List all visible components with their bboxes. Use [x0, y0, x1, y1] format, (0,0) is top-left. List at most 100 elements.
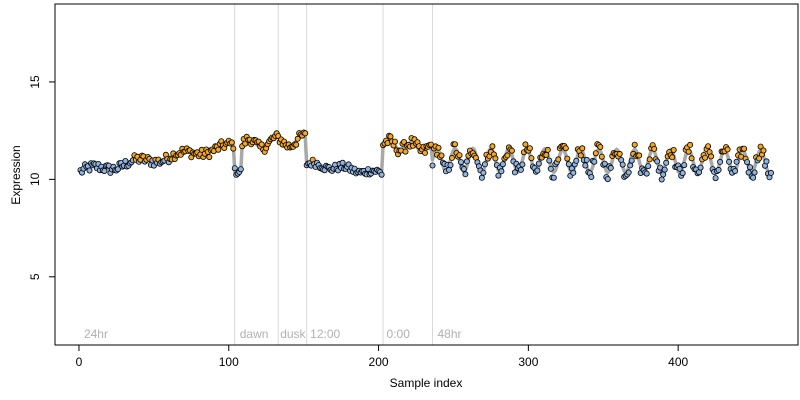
data-point: [492, 155, 499, 162]
data-point: [508, 147, 515, 154]
data-point: [679, 170, 686, 177]
data-point: [480, 169, 487, 176]
data-point: [697, 164, 704, 171]
data-point: [462, 171, 469, 178]
data-point: [702, 154, 709, 161]
data-point: [687, 141, 694, 148]
data-point: [670, 146, 677, 153]
data-point: [708, 153, 715, 160]
data-point: [517, 166, 524, 173]
data-point: [495, 172, 502, 179]
data-point: [293, 141, 300, 148]
data-point: [616, 150, 623, 157]
data-point: [669, 154, 676, 161]
data-point: [750, 174, 757, 181]
data-point: [535, 160, 542, 167]
data-point: [663, 159, 670, 166]
data-point: [451, 141, 458, 148]
data-point: [607, 164, 614, 171]
data-point: [583, 156, 590, 163]
data-point: [460, 165, 467, 172]
data-point: [498, 168, 505, 175]
data-point: [763, 158, 770, 165]
data-point: [658, 176, 665, 183]
x-axis-label: Sample index: [390, 376, 463, 390]
data-point: [378, 171, 385, 178]
data-point: [534, 167, 541, 174]
data-point: [726, 158, 733, 165]
data-point: [231, 165, 238, 172]
data-point: [258, 141, 265, 148]
data-point: [555, 156, 562, 163]
data-point: [756, 155, 763, 162]
data-point: [712, 175, 719, 182]
data-point: [228, 139, 235, 146]
data-point: [546, 157, 553, 164]
data-point: [636, 152, 643, 159]
data-point: [481, 161, 488, 168]
data-point: [522, 141, 529, 148]
data-point: [294, 135, 301, 142]
data-point: [565, 161, 572, 168]
data-point: [625, 169, 632, 176]
data-point: [598, 153, 605, 160]
annotation-label-1: dawn: [240, 327, 269, 341]
data-point: [206, 154, 213, 161]
data-point: [215, 146, 222, 153]
annotation-label-0: 24hr: [84, 327, 108, 341]
data-points: [77, 129, 775, 183]
data-point: [114, 166, 121, 173]
data-point: [744, 159, 751, 166]
data-point: [741, 145, 748, 152]
x-tick-label-1: 100: [219, 355, 239, 369]
data-point: [681, 162, 688, 169]
data-point: [579, 145, 586, 152]
data-point: [604, 176, 611, 183]
data-point: [592, 150, 599, 157]
data-point: [724, 146, 731, 153]
data-point: [747, 164, 754, 171]
data-point: [421, 149, 428, 156]
data-point: [519, 161, 526, 168]
y-tick-label-0: 5: [28, 273, 42, 280]
annotation-label-2: dusk: [280, 327, 306, 341]
data-point: [732, 167, 739, 174]
data-point: [457, 159, 464, 166]
data-point: [760, 147, 767, 154]
x-tick-label-2: 200: [369, 355, 389, 369]
x-tick-label-0: 0: [76, 355, 83, 369]
data-point: [339, 159, 346, 166]
data-point: [447, 162, 454, 169]
data-point: [429, 162, 436, 169]
data-point: [715, 166, 722, 173]
x-tick-label-4: 400: [668, 355, 688, 369]
x-axis: 0 100 200 300 400: [76, 344, 688, 369]
data-point: [570, 169, 577, 176]
data-point: [717, 158, 724, 165]
data-point: [237, 166, 244, 173]
data-point: [573, 157, 580, 164]
data-point: [591, 158, 598, 165]
data-point: [478, 174, 485, 181]
data-point: [601, 160, 608, 167]
data-point: [499, 161, 506, 168]
data-point: [597, 143, 604, 150]
data-point: [511, 169, 518, 176]
annotation-label-4: 0:00: [387, 327, 411, 341]
data-point: [688, 155, 695, 162]
data-point: [504, 152, 511, 159]
data-point: [543, 151, 550, 158]
data-point: [562, 145, 569, 152]
y-axis: 5 10 15: [28, 75, 56, 280]
annotation-vlines: [234, 4, 433, 345]
data-point: [101, 167, 108, 174]
data-point: [654, 158, 661, 165]
data-point: [448, 154, 455, 161]
data-point: [646, 156, 653, 163]
data-point: [751, 169, 758, 176]
x-tick-label-3: 300: [518, 355, 538, 369]
data-point: [463, 158, 470, 165]
data-point: [435, 144, 442, 151]
data-point: [745, 169, 752, 176]
